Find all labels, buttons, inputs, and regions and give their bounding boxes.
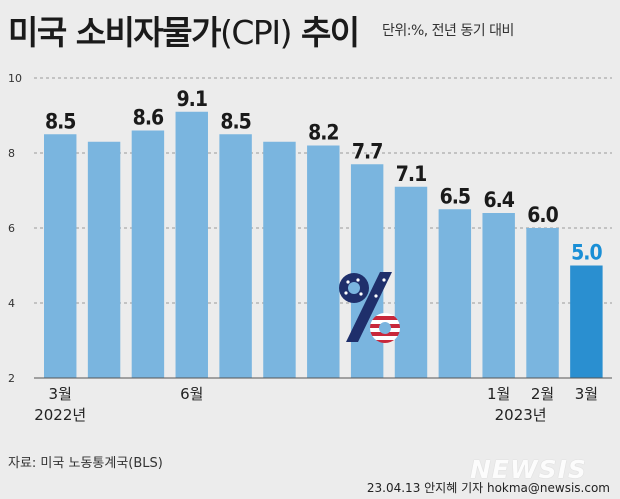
data-label: 8.5 [220,109,250,133]
data-label: 6.4 [483,188,514,212]
x-tick-label: 6월 [180,385,203,403]
star-dot [344,291,348,295]
chart-title: 미국 소비자물가(CPI) 추이 [8,6,360,54]
bar [44,134,77,378]
data-label: 8.2 [308,121,338,145]
percent-bottom-hole [379,322,391,334]
x-tick-label: 1월 [487,385,510,403]
x-tick-label: 3월 [49,385,72,403]
y-tick-label: 6 [8,222,15,235]
percent-slash [346,272,392,342]
star-dot [382,278,386,282]
y-tick-label: 2 [8,372,15,385]
x-tick-label: 2월 [531,385,554,403]
data-label: 6.5 [440,184,470,208]
percent-top-hole [348,282,360,294]
bar [570,265,603,378]
percent-flag-icon [339,272,400,343]
bar [526,228,559,378]
year-label: 2022년 [34,406,86,424]
data-label: 9.1 [177,87,207,111]
bar [219,134,252,378]
bar [482,213,515,378]
source-note: 자료: 미국 노동통계국(BLS) [8,456,163,471]
y-tick-label: 8 [8,147,15,160]
star-dot [374,294,378,298]
bar [307,145,340,378]
y-tick-label: 10 [8,72,22,85]
data-label: 5.0 [571,241,602,265]
star-dot [346,280,350,284]
bar [263,141,296,378]
star-dot [356,278,360,282]
bar [131,130,165,378]
x-tick-label: 3월 [575,385,598,403]
bar [87,141,121,378]
bar [394,186,428,378]
data-label: 7.1 [396,162,426,186]
chart-header: 미국 소비자물가(CPI) 추이 단위:%, 전년 동기 대비 [0,0,620,56]
bar [350,164,384,378]
bar [438,209,472,378]
title-tail: 추이 [290,13,360,52]
data-label: 6.0 [527,203,558,227]
title-main: 미국 소비자물가 [8,13,222,52]
cpi-bar-chart: 2 4 6 8 10 8.5 8.6 9.1 8.5 8.2 7.7 7.1 6.5 6.4 6.0 5.0 3… [8,72,612,424]
bar [175,111,208,378]
data-label: 8.6 [133,106,164,130]
data-label: 7.7 [352,139,382,163]
title-paren: (CPI) [220,13,292,52]
star-dot [359,292,363,296]
year-label: 2023년 [495,406,547,424]
newsis-watermark: NEWSIS [470,455,587,484]
y-tick-label: 4 [8,297,15,310]
unit-label: 단위:%, 전년 동기 대비 [382,23,514,39]
credit-line: 23.04.13 안지혜 기자 hokma@newsis.com [366,481,610,495]
data-label: 8.5 [45,109,75,133]
